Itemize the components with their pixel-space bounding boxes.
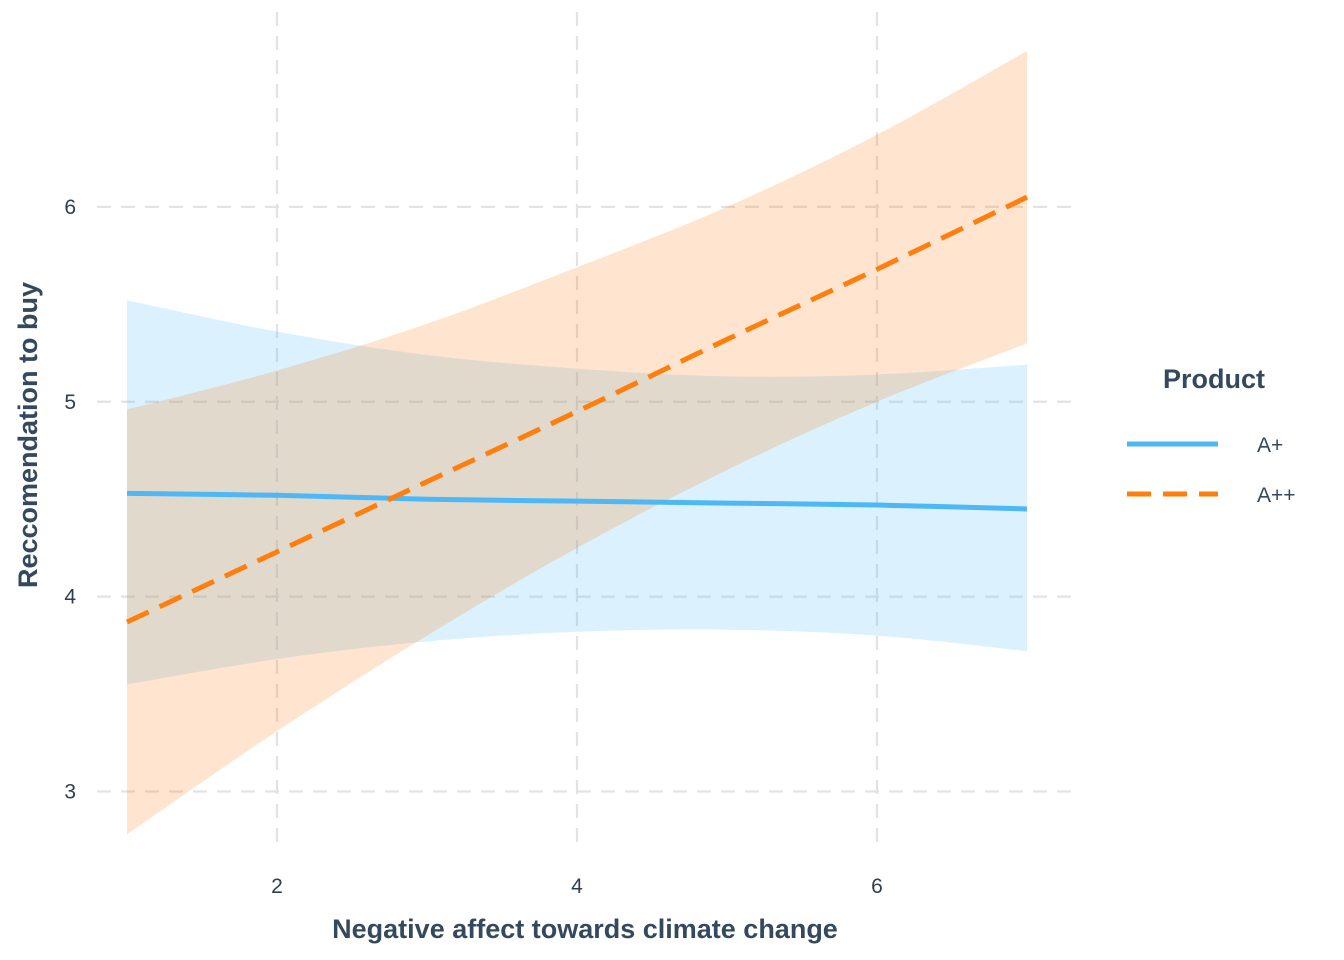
ci-ribbon-series-0 — [127, 300, 1027, 685]
legend-label-series-0: A+ — [1257, 434, 1283, 457]
y-tick-label: 5 — [64, 391, 76, 414]
legend: Product A+ A++ — [1127, 364, 1296, 507]
line-layer — [125, 194, 1029, 625]
legend-title: Product — [1163, 364, 1265, 394]
x-tick-label: 4 — [571, 875, 583, 898]
y-tick-label: 4 — [64, 586, 76, 609]
y-axis-title: Reccomendation to buy — [13, 282, 43, 588]
legend-items: A+ A++ — [1127, 434, 1296, 507]
x-axis-title: Negative affect towards climate change — [332, 914, 838, 944]
x-tick-label: 2 — [271, 875, 283, 898]
ribbon-layer — [127, 50, 1027, 835]
series-line-1 — [125, 194, 1029, 625]
series-line-0 — [126, 490, 1028, 512]
x-tick-label: 6 — [871, 875, 883, 898]
y-tick-label: 3 — [64, 781, 76, 804]
legend-label-series-1: A++ — [1257, 484, 1296, 507]
grid-layer — [97, 12, 1072, 850]
tick-layer: 2 4 6 3 4 5 6 — [64, 196, 883, 898]
y-tick-label: 6 — [64, 196, 76, 219]
ci-ribbon-series-1 — [127, 50, 1027, 835]
